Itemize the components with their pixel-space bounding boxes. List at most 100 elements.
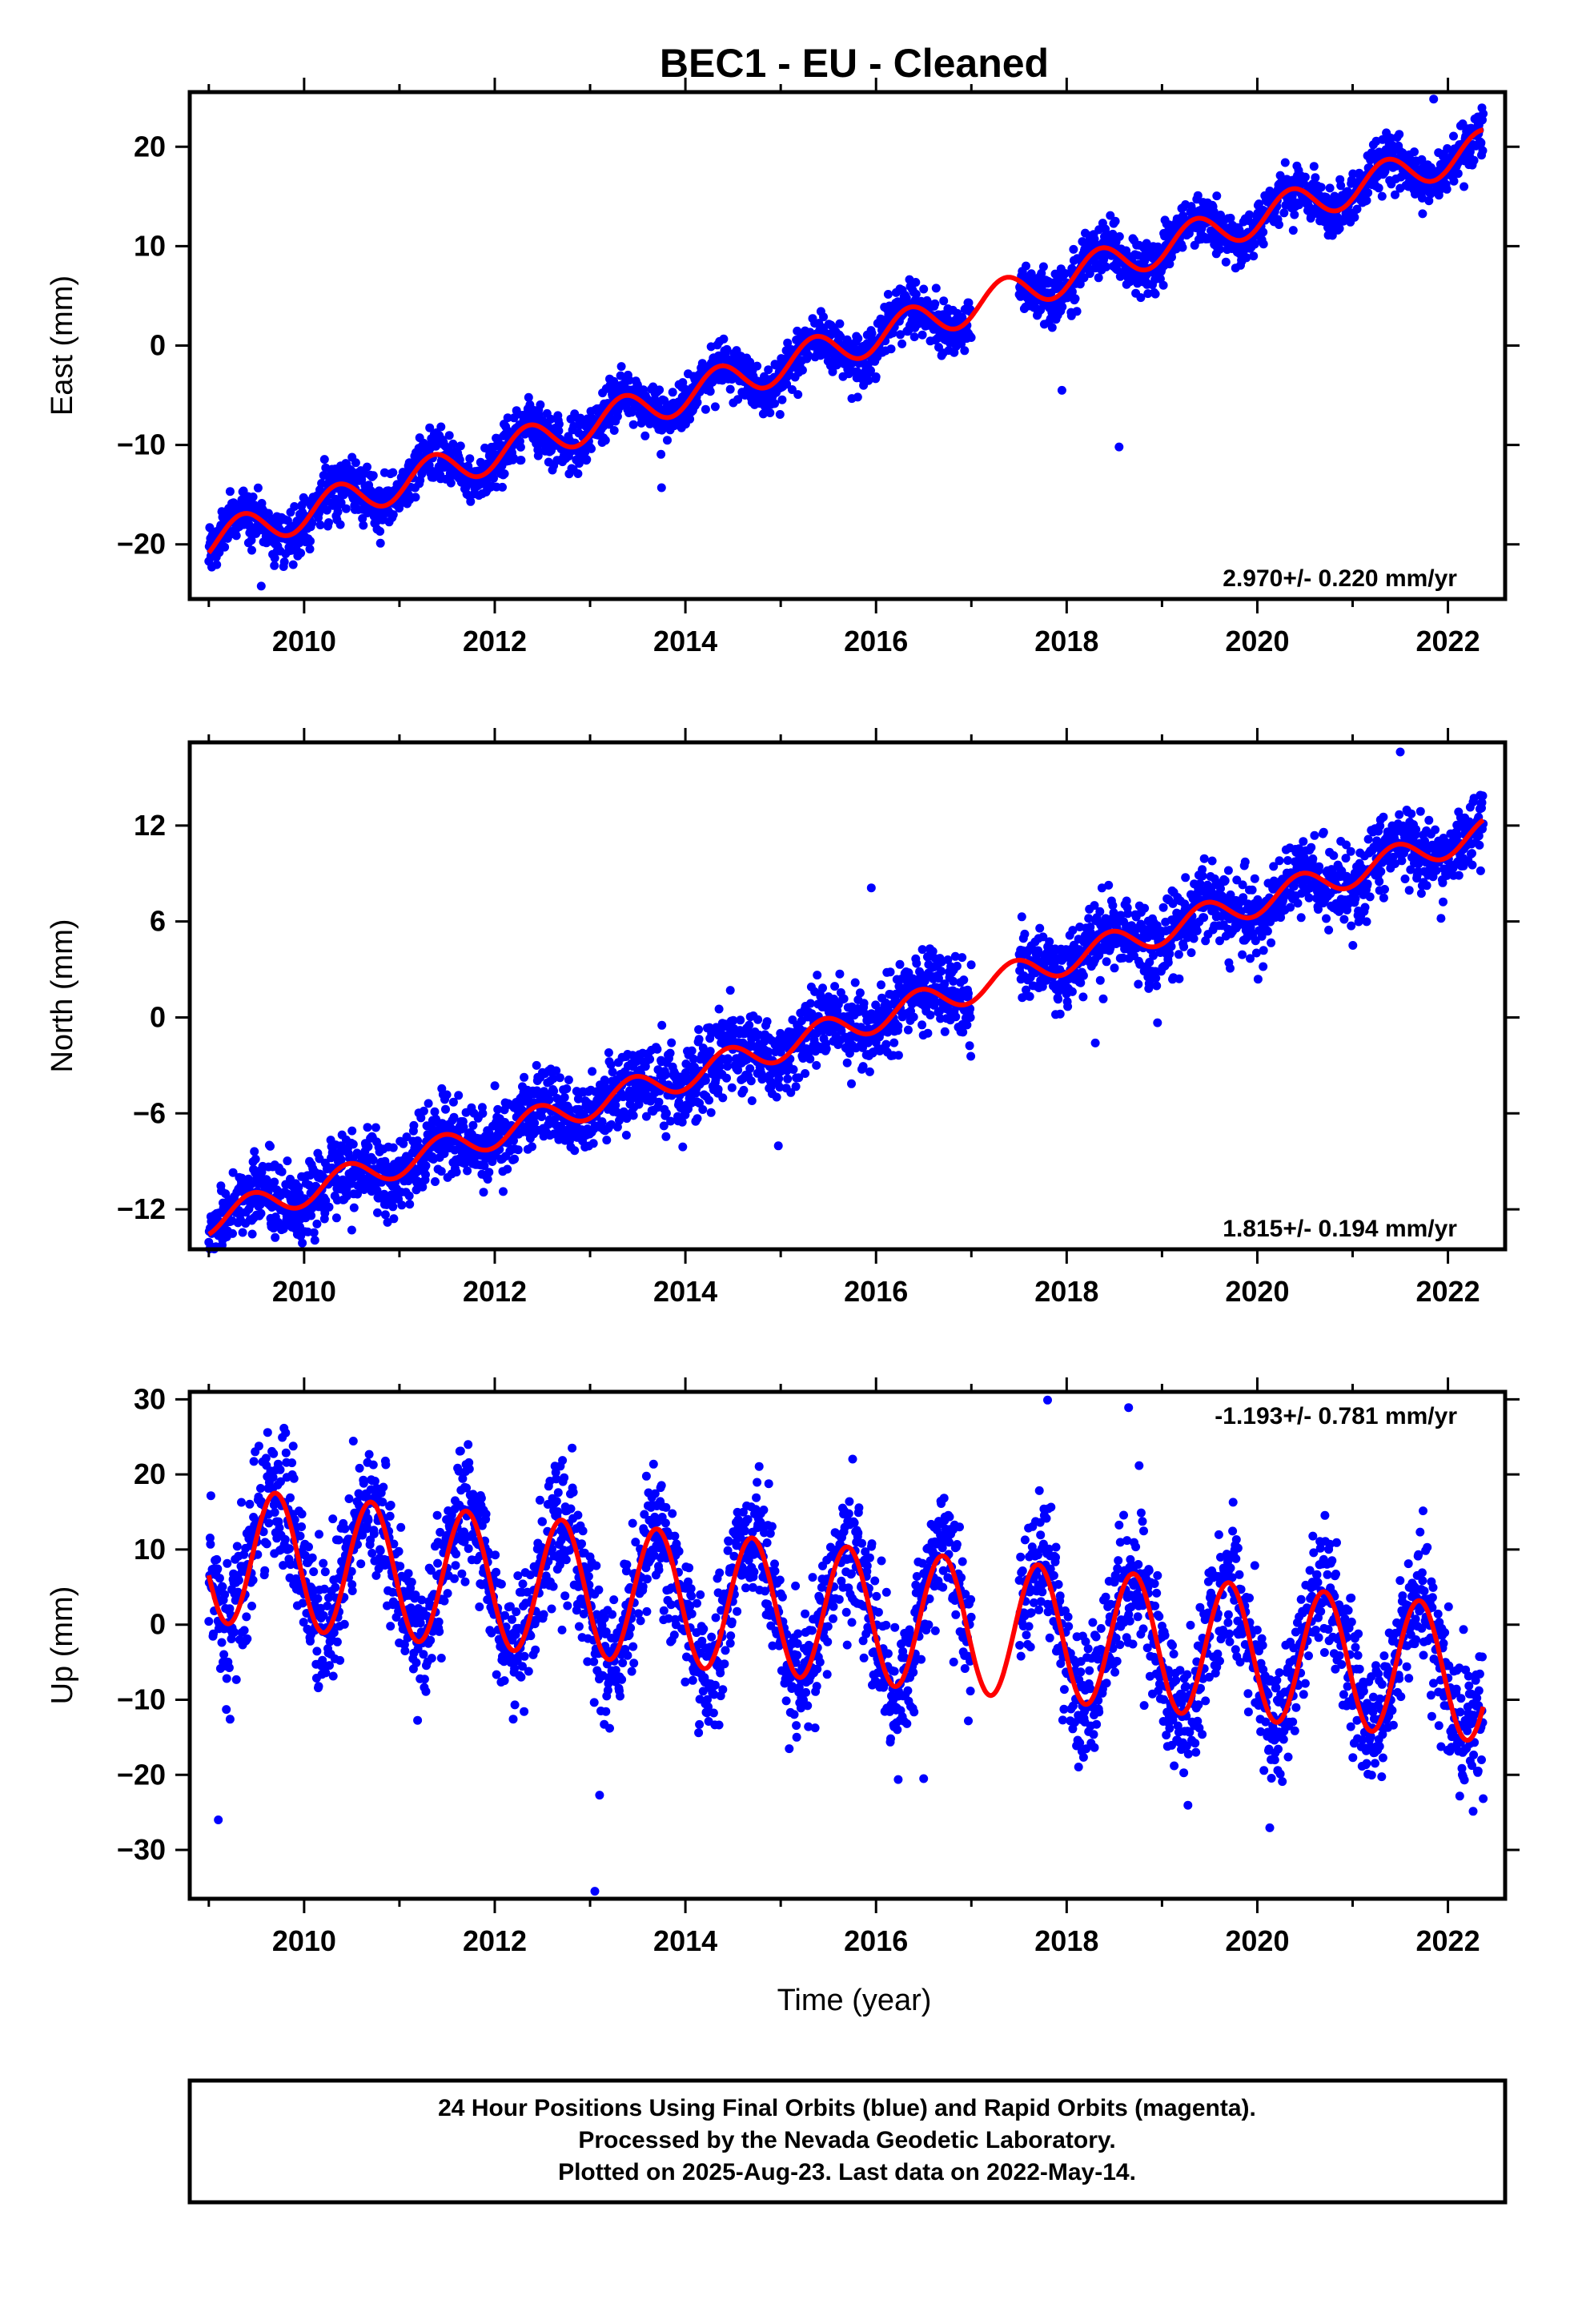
east-data-point — [930, 299, 940, 308]
east-rate-label: 2.970+/- 0.220 mm/yr — [1223, 565, 1457, 592]
north-data-point — [1067, 987, 1077, 996]
east-y-axis-label: East (mm) — [46, 275, 79, 416]
north-data-point — [560, 1092, 569, 1102]
north-data-point — [694, 1025, 704, 1035]
north-data-point — [678, 1142, 688, 1152]
east-data-point — [573, 469, 583, 478]
north-data-point — [1078, 992, 1088, 1002]
east-data-point — [247, 545, 256, 555]
east-panel: 2010 2012 2014 2016 2018 2020 2022−20−1001020 … — [46, 78, 1520, 657]
east-data-point — [770, 399, 779, 408]
east-data-point — [1395, 130, 1404, 139]
north-data-point — [893, 1051, 903, 1060]
east-data-point — [231, 531, 241, 541]
north-data-point — [966, 960, 976, 970]
east-data-point — [341, 504, 351, 513]
north-data-point — [657, 1020, 667, 1030]
north-data-point — [801, 1069, 810, 1078]
east-data-point — [1212, 191, 1222, 201]
east-data-point — [853, 334, 863, 344]
east-data-point — [288, 560, 298, 569]
north-data-point — [661, 1108, 671, 1118]
north-data-point — [1054, 995, 1063, 1004]
north-data-point — [966, 1051, 976, 1061]
north-data-point — [405, 1200, 415, 1209]
north-data-point — [266, 1141, 275, 1151]
north-data-point — [331, 1213, 341, 1223]
east-data-point — [220, 542, 230, 552]
east-data-point — [1259, 227, 1268, 237]
east-x-tick-label: 2012 — [463, 625, 527, 657]
north-data-point — [570, 1146, 580, 1156]
north-data-point — [312, 1219, 322, 1228]
north-data-point — [881, 1039, 891, 1049]
east-data-point — [1110, 216, 1120, 226]
north-data-point — [430, 1107, 440, 1116]
east-data-point — [931, 283, 941, 293]
east-data-point — [290, 502, 299, 511]
east-data-point — [764, 365, 773, 375]
east-data-point — [1300, 172, 1310, 182]
north-data-point — [762, 1017, 772, 1027]
east-data-point — [375, 527, 385, 536]
north-data-point — [859, 999, 869, 1008]
north-data-point — [821, 1044, 831, 1054]
north-data-point — [608, 1068, 617, 1077]
east-data-point — [574, 459, 584, 468]
east-data-point — [835, 319, 845, 328]
north-data-point — [909, 1012, 918, 1022]
east-data-point — [787, 385, 797, 394]
east-data-point — [1377, 191, 1387, 201]
north-data-point — [789, 1065, 798, 1074]
north-data-point — [940, 1027, 950, 1036]
north-data-point — [397, 1200, 407, 1210]
north-data-point — [805, 999, 815, 1008]
north-data-point — [1025, 991, 1034, 1001]
east-data-point — [640, 431, 650, 440]
north-data-point — [349, 1203, 359, 1212]
east-data-point — [616, 362, 626, 372]
east-data-point — [279, 557, 289, 567]
east-data-point — [1476, 138, 1486, 147]
east-data-point — [582, 455, 592, 464]
east-data-point — [1363, 188, 1373, 198]
north-data-point — [503, 1164, 512, 1174]
east-data-point — [500, 469, 509, 479]
north-data-point — [739, 1085, 749, 1095]
north-data-point — [421, 1170, 430, 1180]
north-data-point — [1020, 929, 1030, 939]
north-data-point — [839, 994, 849, 1003]
north-data-point — [645, 1055, 655, 1064]
north-data-point — [479, 1188, 488, 1197]
east-data-point — [358, 514, 367, 523]
north-data-point — [714, 1004, 724, 1014]
north-data-point — [588, 1067, 597, 1076]
north-data-point — [962, 1020, 972, 1030]
east-data-point — [215, 548, 224, 557]
east-data-point — [911, 289, 921, 299]
north-data-point — [772, 1092, 781, 1102]
east-data-point — [1418, 209, 1427, 219]
east-data-point — [1478, 146, 1488, 155]
east-y-tick-label: 10 — [134, 229, 166, 262]
north-data-point — [283, 1156, 292, 1166]
east-data-point — [663, 436, 672, 445]
east-data-point — [609, 426, 619, 435]
east-data-point — [911, 278, 921, 287]
east-data-point — [466, 497, 476, 506]
east-data-point — [388, 468, 398, 477]
east-data-point — [436, 422, 446, 432]
east-data-point — [465, 454, 475, 464]
north-data-point — [713, 1084, 723, 1094]
east-data-point — [733, 395, 743, 404]
north-data-point — [736, 1015, 745, 1025]
north-data-point — [903, 1025, 913, 1035]
north-data-point — [1055, 1009, 1065, 1019]
east-data-point — [866, 366, 875, 376]
north-data-point — [652, 1044, 662, 1054]
east-data-point — [305, 545, 315, 554]
north-data-point — [1063, 1002, 1073, 1011]
east-data-point — [509, 453, 518, 463]
north-data-point — [791, 1082, 801, 1092]
